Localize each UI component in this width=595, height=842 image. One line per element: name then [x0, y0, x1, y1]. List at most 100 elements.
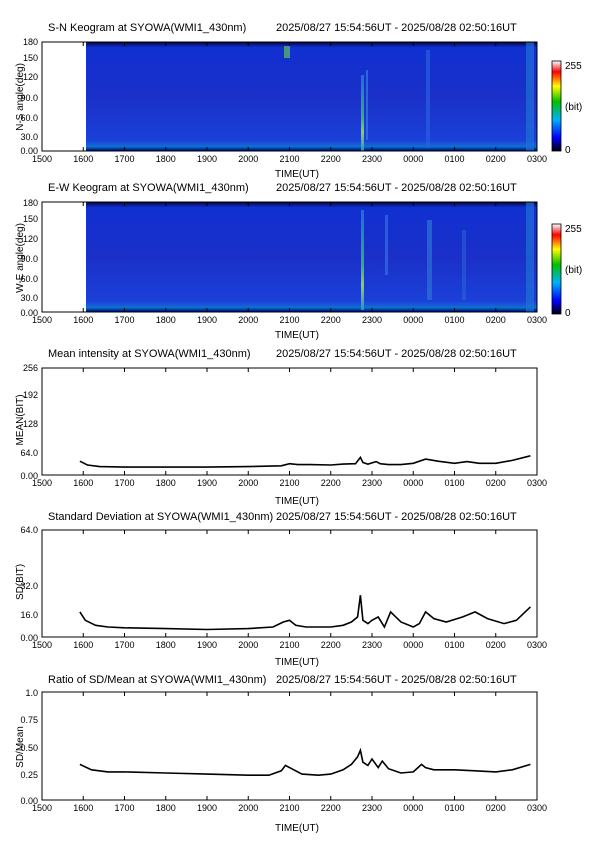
y-tick-label: 64.0 — [20, 525, 38, 535]
y-tick-label: 150 — [23, 53, 38, 63]
x-axis-label-ratio: TIME(UT) — [275, 823, 319, 834]
x-tick-label: 1800 — [156, 803, 176, 813]
y-axis-label-sn: N-S angle(deg) — [15, 63, 26, 131]
x-tick-label: 1600 — [73, 803, 93, 813]
panel-title-sn: S-N Keogram at SYOWA(WMI1_430nm) — [48, 22, 246, 34]
y-tick-label: 180 — [23, 198, 38, 208]
x-tick-label: 0100 — [444, 803, 464, 813]
x-tick-label: 0200 — [486, 478, 506, 488]
y-axis-label-ratio: SD/Mean — [15, 726, 26, 768]
x-ticks-mean: 1500 1600 1700 1800 1900 2000 2100 2200 2300 0000… — [32, 368, 547, 488]
x-tick-label: 1600 — [73, 154, 93, 164]
x-tick-label: 2100 — [279, 803, 299, 813]
aurora-feature — [526, 42, 534, 151]
x-tick-label: 0300 — [527, 640, 547, 650]
x-axis-label-sn: TIME(UT) — [275, 169, 319, 180]
y-tick-label: 1.0 — [25, 688, 38, 698]
x-tick-label: 2000 — [238, 315, 258, 325]
x-tick-label: 2000 — [238, 803, 258, 813]
x-tick-label: 1500 — [32, 640, 52, 650]
x-tick-label: 1700 — [114, 640, 134, 650]
x-tick-label: 1900 — [197, 640, 217, 650]
x-tick-label: 0300 — [527, 803, 547, 813]
y-axis-label-sd: SD(BIT) — [15, 564, 26, 600]
x-tick-label: 0100 — [444, 315, 464, 325]
panel-title-ew: E-W Keogram at SYOWA(WMI1_430nm) — [48, 182, 249, 194]
y-axis-label-mean: MEAN(BIT) — [15, 394, 26, 445]
aurora-feature — [284, 46, 290, 58]
x-tick-label: 1700 — [114, 154, 134, 164]
aurora-arc — [361, 75, 364, 151]
x-tick-label: 1700 — [114, 478, 134, 488]
x-tick-label: 1500 — [32, 803, 52, 813]
y-tick-label: 256 — [23, 363, 38, 373]
aurora-feature — [366, 70, 368, 140]
x-tick-label: 2100 — [279, 478, 299, 488]
time-range-sd: 2025/08/27 15:54:56UT - 2025/08/28 02:50… — [276, 511, 517, 523]
y-tick-label: 90.0 — [20, 254, 38, 264]
x-tick-label: 0200 — [486, 803, 506, 813]
colorbar-max: 255 — [565, 61, 582, 72]
x-tick-label: 0000 — [403, 315, 423, 325]
x-tick-label: 0000 — [403, 803, 423, 813]
y-tick-label: 0.00 — [20, 146, 38, 156]
keogram-image-ew — [86, 202, 537, 312]
panel-title-ratio: Ratio of SD/Mean at SYOWA(WMI1_430nm) — [48, 674, 266, 686]
y-tick-label: 60.0 — [20, 274, 38, 284]
keogram-body — [86, 202, 537, 312]
y-tick-label: 64.0 — [20, 448, 38, 458]
y-tick-label: 120 — [23, 234, 38, 244]
colorbar-gradient — [551, 223, 562, 315]
y-tick-label: 128 — [23, 419, 38, 429]
yticks-sd: 0.00 16.0 32.0 64.0 — [20, 525, 38, 643]
x-tick-label: 2000 — [238, 154, 258, 164]
colorbar-gradient — [551, 60, 562, 152]
y-tick-label: 0.50 — [20, 743, 38, 753]
y-tick-label: 0.00 — [20, 796, 38, 806]
x-tick-label: 2300 — [362, 315, 382, 325]
x-tick-label: 1800 — [156, 640, 176, 650]
x-tick-label: 2200 — [321, 478, 341, 488]
time-range-ratio: 2025/08/27 15:54:56UT - 2025/08/28 02:50… — [276, 674, 517, 686]
x-tick-label: 2200 — [321, 803, 341, 813]
y-tick-label: 192 — [23, 390, 38, 400]
y-tick-label: 0.75 — [20, 715, 38, 725]
yticks-sn: 0.00 30.0 60.0 90.0 120 150 180 — [20, 37, 38, 156]
x-tick-label: 0300 — [527, 154, 547, 164]
aurora-feature — [526, 202, 534, 312]
x-tick-label: 1900 — [197, 478, 217, 488]
aurora-arc — [361, 210, 364, 310]
x-tick-label: 2300 — [362, 640, 382, 650]
x-tick-label: 0300 — [527, 478, 547, 488]
aurora-feature — [427, 220, 432, 300]
x-tick-label: 2100 — [279, 315, 299, 325]
y-tick-label: 120 — [23, 72, 38, 82]
mean-intensity-line — [79, 455, 531, 468]
aurora-feature — [462, 230, 466, 300]
yticks-mean: 0.00 64.0 128 192 256 — [20, 363, 38, 481]
y-tick-label: 60.0 — [20, 113, 38, 123]
x-tick-label: 0200 — [486, 315, 506, 325]
x-ticks-ew: 1500 1600 1700 1800 1900 2000 2100 2200 2300 0000… — [32, 202, 547, 325]
x-tick-label: 0300 — [527, 315, 547, 325]
x-tick-label: 1500 — [32, 315, 52, 325]
colorbar-sn: 255 (bit) 0 — [551, 60, 582, 156]
x-tick-label: 0000 — [403, 640, 423, 650]
colorbar-unit: (bit) — [565, 102, 582, 113]
x-tick-label: 2300 — [362, 478, 382, 488]
colorbar-min: 0 — [565, 308, 571, 319]
x-tick-label: 2100 — [279, 154, 299, 164]
panel-title-sd: Standard Deviation at SYOWA(WMI1_430nm) — [48, 511, 273, 523]
x-tick-label: 0000 — [403, 154, 423, 164]
y-tick-label: 150 — [23, 214, 38, 224]
x-tick-label: 0100 — [444, 640, 464, 650]
colorbar-min: 0 — [565, 145, 571, 156]
y-tick-label: 90.0 — [20, 93, 38, 103]
x-tick-label: 2000 — [238, 478, 258, 488]
x-tick-label: 1900 — [197, 315, 217, 325]
plot-frame-ratio — [41, 691, 538, 801]
panel-title-mean: Mean intensity at SYOWA(WMI1_430nm) — [48, 348, 251, 360]
yticks-ew: 0.00 30.0 60.0 90.0 120 150 180 — [20, 198, 38, 318]
time-range-sn: 2025/08/27 15:54:56UT - 2025/08/28 02:50… — [276, 22, 517, 34]
